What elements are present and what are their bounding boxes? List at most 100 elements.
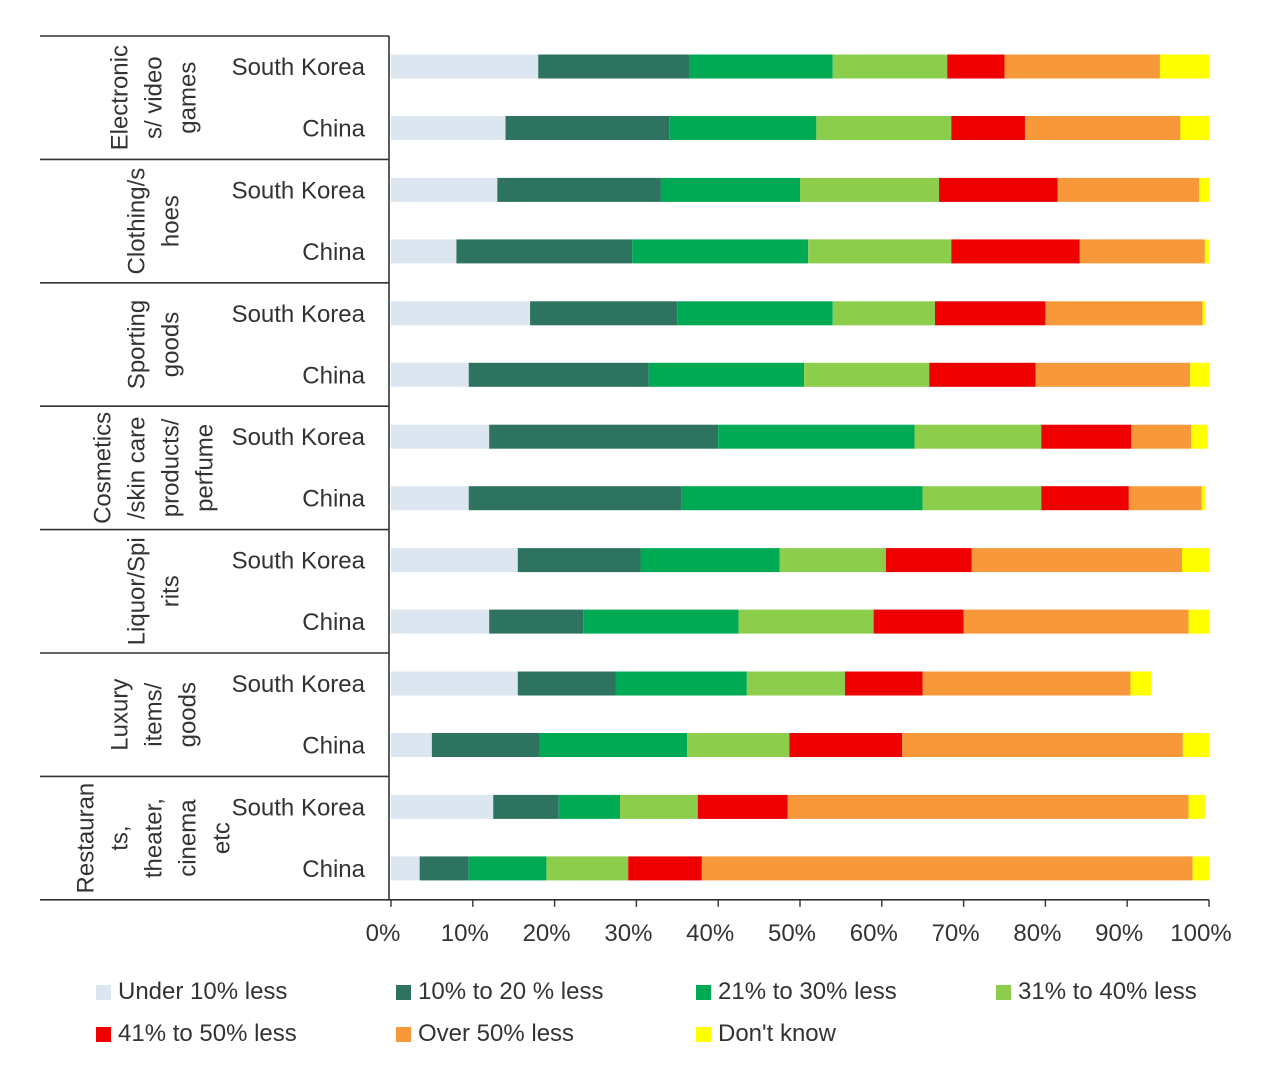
bar-segment <box>391 548 518 573</box>
bar-segment <box>468 362 649 387</box>
country-label: China <box>302 116 365 143</box>
legend-swatch <box>96 984 111 1000</box>
bar-segment <box>489 424 719 449</box>
legend-swatch <box>396 984 411 1000</box>
bar-segment <box>583 609 739 634</box>
bar-segment <box>816 116 952 140</box>
country-label: South Korea <box>232 177 366 204</box>
bar-segment <box>391 856 420 881</box>
bar-segment <box>947 54 1005 79</box>
country-label: South Korea <box>232 671 366 698</box>
bar-segment <box>1190 362 1209 387</box>
bar-segment <box>391 794 494 819</box>
bar-segment <box>1182 548 1209 573</box>
group-label-line: hoes <box>158 195 185 247</box>
group-label: Restauran ts, theater, cinema etc <box>73 783 236 894</box>
bar-segment <box>1192 856 1209 881</box>
bar-segment <box>951 239 1080 264</box>
group-label: Sporting goods <box>124 300 185 389</box>
legend-item: Don't know <box>696 1020 836 1048</box>
bar-segment <box>391 177 498 202</box>
bar-segment <box>648 362 805 387</box>
bar-segment <box>1041 424 1132 449</box>
group-label-line: Liquor/Spi <box>124 537 151 645</box>
country-label: China <box>302 609 365 636</box>
group-label-line: Electronic <box>107 45 134 150</box>
bar-segment <box>1041 486 1129 511</box>
bar-segment <box>391 54 539 79</box>
x-tick-label: 10% <box>441 920 489 947</box>
bar-segment <box>914 424 1042 449</box>
bar-segment <box>391 733 432 757</box>
legend-swatch <box>396 1026 411 1042</box>
group-label-line: /skin care <box>124 417 151 520</box>
x-tick-label: 70% <box>932 920 980 947</box>
bar-segment <box>419 856 469 881</box>
group-label-line: goods <box>158 312 185 377</box>
x-tick-label: 20% <box>523 920 571 947</box>
bar-segment <box>391 239 457 264</box>
bar-segment <box>517 671 616 696</box>
group-label-line: goods <box>175 682 202 747</box>
bar-segment <box>530 301 678 326</box>
group-label-line: s/ video <box>141 56 168 139</box>
group-label: Electronic s/ video games <box>107 45 202 150</box>
bar-segment <box>787 794 1189 819</box>
legend-label: Don't know <box>718 1020 836 1047</box>
bar-segment <box>922 486 1042 511</box>
bar-segment <box>615 671 747 696</box>
country-label: South Korea <box>232 794 366 821</box>
bar-segment <box>660 177 800 202</box>
bar-segment <box>1199 177 1209 202</box>
bar-segment <box>456 239 633 264</box>
bar-segment <box>505 116 670 140</box>
bar-segment <box>701 856 1193 881</box>
bar-segment <box>497 177 661 202</box>
bar-segment <box>1204 239 1209 264</box>
bar-segment <box>1079 239 1205 264</box>
bar-segment <box>934 301 1046 326</box>
x-tick-label: 50% <box>768 920 816 947</box>
group-label: Clothing/s hoes <box>124 168 185 275</box>
bar-segment <box>832 54 948 79</box>
x-tick-label: 30% <box>604 920 652 947</box>
bar-segment <box>468 856 547 881</box>
legend-label: 21% to 30% less <box>718 978 897 1005</box>
bar-segment <box>538 54 690 79</box>
x-tick-label: 80% <box>1013 920 1061 947</box>
bar-segment <box>1004 54 1160 79</box>
bar-segment <box>391 424 490 449</box>
legend-item: 10% to 20 % less <box>396 978 603 1006</box>
bar-segment <box>681 486 923 511</box>
legend-item: Under 10% less <box>96 978 287 1006</box>
bar-segment <box>808 239 952 264</box>
group-label-line: Restauran <box>73 783 100 894</box>
group-label-line: Clothing/s <box>124 168 151 275</box>
country-label: South Korea <box>232 548 366 575</box>
bar-segment <box>687 733 790 757</box>
bar-segment <box>1057 177 1200 202</box>
legend-swatch <box>696 1026 711 1042</box>
bar-segment <box>873 609 964 634</box>
bar-segment <box>539 733 688 757</box>
x-tick-label: 100% <box>1170 920 1231 947</box>
bar-segment <box>1188 609 1209 634</box>
legend-label: 10% to 20 % less <box>418 978 604 1005</box>
bar-segment <box>620 794 698 819</box>
bar-segment <box>800 177 940 202</box>
group-label-line: cinema <box>175 799 202 877</box>
bar-segment <box>468 486 682 511</box>
x-tick-label: 90% <box>1095 920 1143 947</box>
group-label-line: products/ <box>158 418 185 517</box>
legend-label: 41% to 50% less <box>118 1020 297 1047</box>
bar-segment <box>391 301 531 326</box>
bar-segment <box>1180 116 1209 140</box>
bar-segment <box>902 733 1183 757</box>
bar-segment <box>632 239 809 264</box>
bar-segment <box>391 486 469 511</box>
bar-segment <box>1131 424 1191 449</box>
legend-item: 31% to 40% less <box>996 978 1197 1006</box>
legend-swatch <box>696 984 711 1000</box>
